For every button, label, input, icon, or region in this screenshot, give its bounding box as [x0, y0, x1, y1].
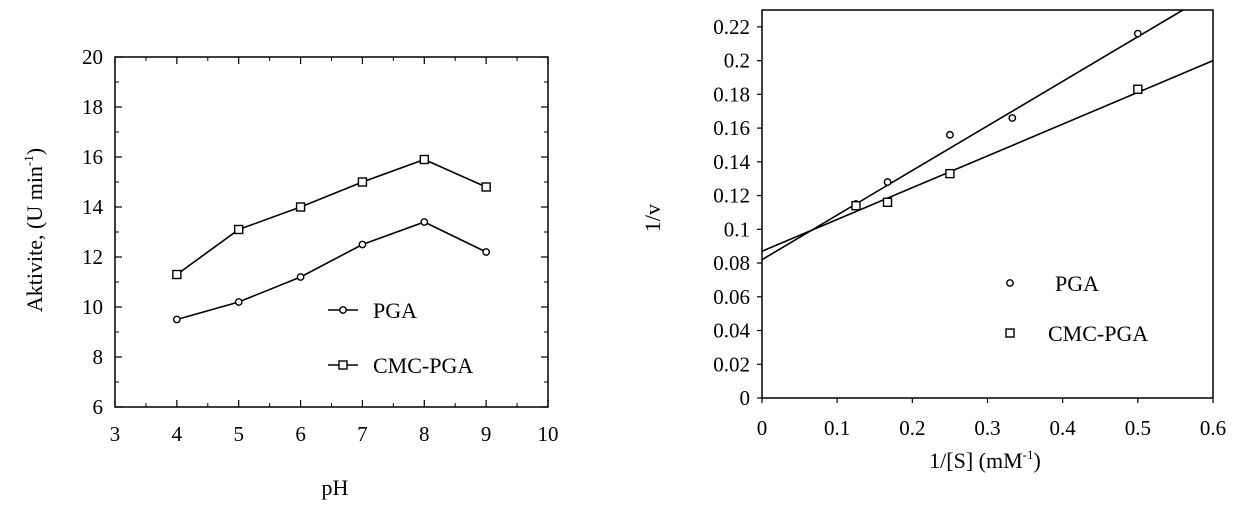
x-tick-label: 9 — [481, 422, 492, 446]
data-point — [883, 178, 892, 186]
y-tick-label: 0 — [740, 386, 751, 410]
series-line — [176, 158, 487, 276]
series-group — [172, 154, 491, 324]
y-axis-label: 1/v — [640, 204, 665, 232]
y-tick-label: 18 — [82, 95, 103, 119]
y-tick-label: 0.04 — [713, 319, 750, 343]
data-point — [481, 182, 491, 192]
data-point — [1008, 114, 1017, 122]
series-group — [761, 9, 1214, 261]
y-axis-label: Aktivite, (U min-1) — [21, 148, 47, 312]
x-tick-label: 0.1 — [824, 416, 850, 440]
legend: PGA CMC-PGA — [328, 298, 473, 378]
data-point — [420, 218, 429, 226]
data-point — [1133, 29, 1142, 38]
chart-frame — [114, 56, 549, 408]
y-tick-label: 0.08 — [713, 251, 750, 275]
data-point — [357, 177, 368, 187]
series-pga — [172, 218, 491, 324]
series-line — [176, 221, 487, 321]
fit-line — [761, 9, 1184, 261]
x-tick-label: 5 — [233, 422, 244, 446]
data-point — [296, 273, 305, 281]
legend-label: CMC-PGA — [373, 353, 473, 378]
data-point — [946, 130, 954, 139]
legend-marker — [339, 306, 347, 314]
y-tick-label: 0.18 — [713, 82, 750, 106]
y-tick-label: 20 — [82, 45, 103, 69]
legend-item: CMC-PGA — [1005, 321, 1148, 346]
y-tick-labels: 0 0.02 0.04 0.06 0.08 0.1 0.12 0.14 0.16 0.18 0.2 0… — [713, 15, 750, 410]
ph-activity-chart: 3 4 5 6 7 8 9 10 6 8 10 12 14 16 18 20 pH Aktivite, (U… — [21, 45, 559, 500]
y-tick-label: 14 — [82, 195, 104, 219]
y-tick-label: 0.1 — [724, 217, 750, 241]
y-tick-label: 0.22 — [713, 15, 750, 39]
y-tick-label: 0.02 — [713, 352, 750, 376]
lineweaver-burk-chart: 0 0.1 0.2 0.3 0.4 0.5 0.6 0 0.02 0.04 0.06 0.08 0.1… — [640, 9, 1226, 473]
data-point — [295, 202, 306, 212]
x-tick-label: 0.4 — [1050, 416, 1077, 440]
legend-item: CMC-PGA — [328, 353, 473, 378]
legend-item: PGA — [1006, 271, 1099, 296]
data-point — [1133, 84, 1143, 94]
y-tick-label: 0.14 — [713, 150, 750, 174]
legend-marker — [1006, 279, 1014, 287]
x-tick-label: 0.5 — [1125, 416, 1151, 440]
tick-marks — [114, 56, 549, 408]
x-tick-label: 10 — [538, 422, 559, 446]
x-tick-labels: 0 0.1 0.2 0.3 0.4 0.5 0.6 — [757, 416, 1226, 440]
tick-marks — [757, 26, 1214, 403]
data-point — [234, 224, 244, 235]
data-point — [419, 154, 429, 165]
legend-label: CMC-PGA — [1048, 321, 1148, 346]
data-point — [482, 248, 491, 256]
y-tick-label: 0.12 — [713, 184, 750, 208]
y-tick-label: 10 — [82, 295, 103, 319]
x-tick-label: 4 — [172, 422, 183, 446]
legend-label: PGA — [373, 298, 417, 323]
y-tick-label: 8 — [93, 345, 104, 369]
data-point — [172, 315, 181, 324]
x-tick-label: 0.6 — [1200, 416, 1226, 440]
legend-label: PGA — [1055, 271, 1099, 296]
series-pga — [761, 9, 1184, 261]
fit-line — [761, 59, 1214, 252]
data-point — [882, 197, 893, 208]
x-tick-label: 6 — [295, 422, 306, 446]
legend-item: PGA — [328, 298, 417, 323]
data-point — [234, 298, 243, 306]
legend: PGA CMC-PGA — [1005, 271, 1148, 346]
x-axis-label: 1/[S] (mM-1) — [929, 447, 1041, 473]
x-tick-label: 0.3 — [974, 416, 1000, 440]
y-tick-labels: 6 8 10 12 14 16 18 20 — [82, 45, 104, 419]
x-tick-label: 3 — [110, 422, 121, 446]
x-tick-labels: 3 4 5 6 7 8 9 10 — [110, 422, 559, 446]
y-tick-label: 16 — [82, 145, 103, 169]
data-point — [172, 269, 182, 280]
x-tick-label: 8 — [419, 422, 430, 446]
data-point — [851, 200, 861, 211]
x-tick-label: 0 — [757, 416, 768, 440]
data-point — [945, 168, 955, 179]
y-tick-label: 0.06 — [713, 285, 750, 309]
y-tick-label: 0.16 — [713, 116, 750, 140]
y-tick-label: 0.2 — [724, 49, 750, 73]
legend-marker — [338, 360, 348, 370]
series-cmc-pga — [172, 154, 491, 280]
series-cmc-pga — [761, 59, 1214, 252]
x-axis-label: pH — [322, 475, 349, 500]
y-tick-label: 12 — [82, 245, 103, 269]
x-tick-label: 0.2 — [899, 416, 925, 440]
legend-marker — [1005, 328, 1015, 338]
x-tick-label: 7 — [357, 422, 368, 446]
y-tick-label: 6 — [93, 395, 104, 419]
data-point — [358, 240, 367, 249]
